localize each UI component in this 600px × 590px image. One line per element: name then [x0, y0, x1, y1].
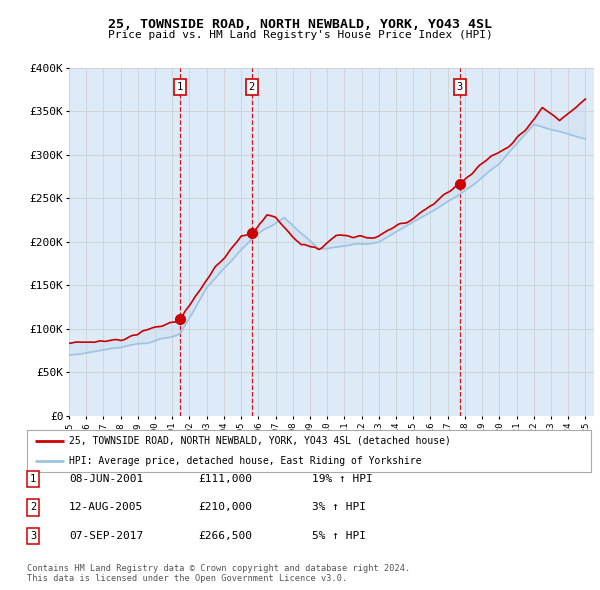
Text: 2: 2: [30, 503, 36, 512]
Text: Price paid vs. HM Land Registry's House Price Index (HPI): Price paid vs. HM Land Registry's House …: [107, 30, 493, 40]
Text: 12-AUG-2005: 12-AUG-2005: [69, 503, 143, 512]
Text: £111,000: £111,000: [198, 474, 252, 484]
Text: 3% ↑ HPI: 3% ↑ HPI: [312, 503, 366, 512]
Text: 3: 3: [457, 82, 463, 92]
Text: 25, TOWNSIDE ROAD, NORTH NEWBALD, YORK, YO43 4SL (detached house): 25, TOWNSIDE ROAD, NORTH NEWBALD, YORK, …: [70, 436, 451, 446]
Text: 07-SEP-2017: 07-SEP-2017: [69, 531, 143, 540]
Text: £266,500: £266,500: [198, 531, 252, 540]
Text: 1: 1: [30, 474, 36, 484]
Text: 5% ↑ HPI: 5% ↑ HPI: [312, 531, 366, 540]
Text: £210,000: £210,000: [198, 503, 252, 512]
Text: 3: 3: [30, 531, 36, 540]
Text: 08-JUN-2001: 08-JUN-2001: [69, 474, 143, 484]
Text: 19% ↑ HPI: 19% ↑ HPI: [312, 474, 373, 484]
Text: HPI: Average price, detached house, East Riding of Yorkshire: HPI: Average price, detached house, East…: [70, 455, 422, 466]
Text: 2: 2: [248, 82, 255, 92]
Text: 1: 1: [177, 82, 183, 92]
Text: 25, TOWNSIDE ROAD, NORTH NEWBALD, YORK, YO43 4SL: 25, TOWNSIDE ROAD, NORTH NEWBALD, YORK, …: [108, 18, 492, 31]
Text: Contains HM Land Registry data © Crown copyright and database right 2024.
This d: Contains HM Land Registry data © Crown c…: [27, 563, 410, 583]
